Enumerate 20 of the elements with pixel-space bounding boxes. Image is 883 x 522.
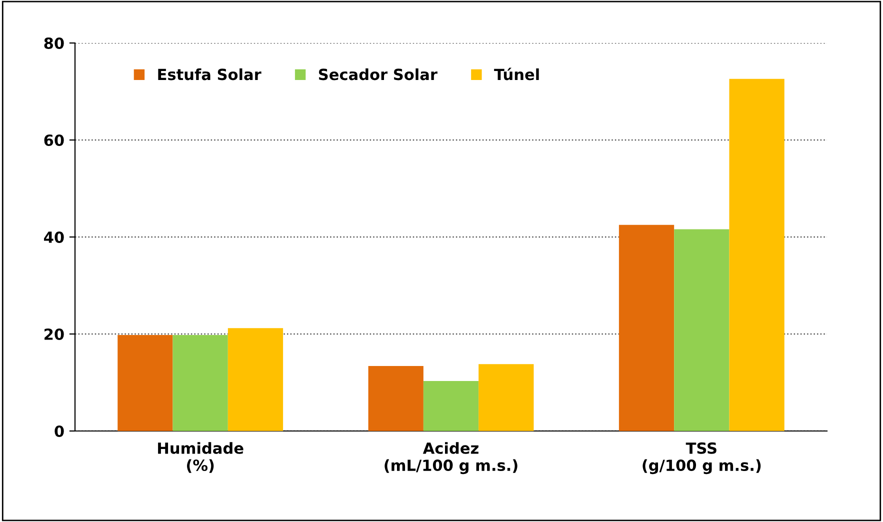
- bar: [674, 229, 730, 431]
- x-tick-label: Humidade (%): [158, 442, 244, 473]
- bar: [478, 364, 534, 431]
- x-tick-label: Acidez (mL/100 g m.s.): [384, 442, 518, 474]
- bar: [423, 381, 479, 431]
- y-tick-label: 60: [44, 134, 64, 146]
- y-tick-label: 0: [54, 425, 64, 438]
- bar: [368, 366, 424, 431]
- legend-label: Estufa Solar: [158, 68, 262, 80]
- y-tick-label: 20: [44, 328, 64, 340]
- legend-label: Túnel: [494, 68, 539, 80]
- x-tick-label: TSS (g/100 g m.s.): [642, 442, 761, 474]
- bar: [729, 78, 784, 431]
- y-tick-label: 80: [44, 37, 64, 50]
- bar: [118, 334, 173, 431]
- bar: [228, 328, 284, 431]
- y-tick-label: 40: [44, 231, 64, 244]
- legend-label: Secador Solar: [318, 68, 438, 80]
- bar: [172, 334, 228, 431]
- bar: [618, 224, 674, 431]
